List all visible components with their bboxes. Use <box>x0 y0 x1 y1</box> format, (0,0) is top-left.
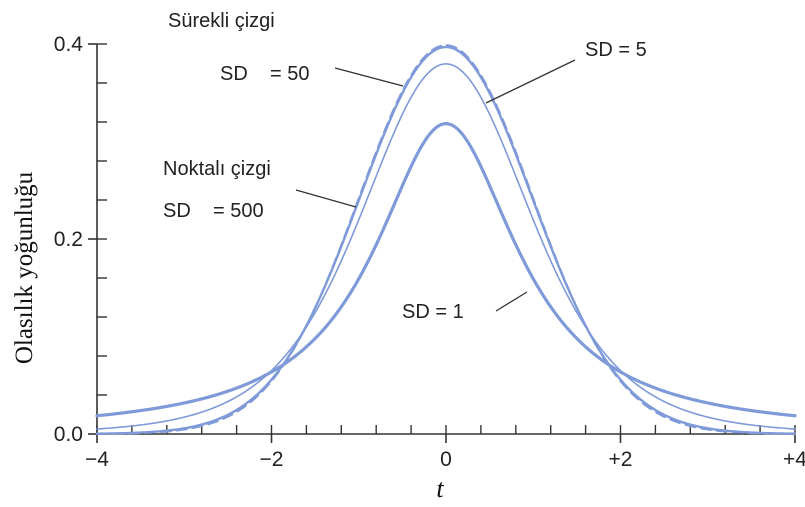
ticks <box>88 43 796 443</box>
x-tick-label: 0 <box>440 448 452 471</box>
annotations: Sürekli çizgi SD = 50 SD = 5 Noktalı çiz… <box>163 10 647 323</box>
solid-line-heading: Sürekli çizgi <box>168 10 275 32</box>
tick-labels: 0.0 0.2 0.4 −4 −2 0 +2 +4 <box>54 33 805 471</box>
x-tick-label: −4 <box>85 448 109 471</box>
sd5-label: SD = 5 <box>585 39 647 61</box>
curve-df-1 <box>95 122 797 418</box>
y-tick-label: 0.2 <box>54 228 83 251</box>
curves <box>95 44 797 435</box>
sd1-pointer <box>495 291 528 312</box>
sd500-pointer <box>295 189 357 208</box>
x-axis-label: t <box>436 474 444 503</box>
sd50-pointer <box>334 67 404 87</box>
sd5-pointer <box>485 59 576 104</box>
y-axis-label: Olasılık yoğunluğu <box>11 171 38 364</box>
sd50-label: SD = 50 <box>220 63 310 85</box>
y-tick-label: 0.0 <box>54 423 83 446</box>
sd500-label: SD = 500 <box>163 200 264 222</box>
curve-df-500 <box>96 44 796 435</box>
x-tick-label: +4 <box>783 448 805 471</box>
x-tick-label: −2 <box>260 448 284 471</box>
curve-df-50 <box>95 45 797 435</box>
curve-df-5 <box>96 63 796 430</box>
y-tick-label: 0.4 <box>54 33 84 56</box>
x-tick-label: +2 <box>609 448 633 471</box>
sd1-label: SD = 1 <box>402 301 464 323</box>
dotted-line-heading: Noktalı çizgi <box>163 158 271 180</box>
axes <box>96 44 795 435</box>
